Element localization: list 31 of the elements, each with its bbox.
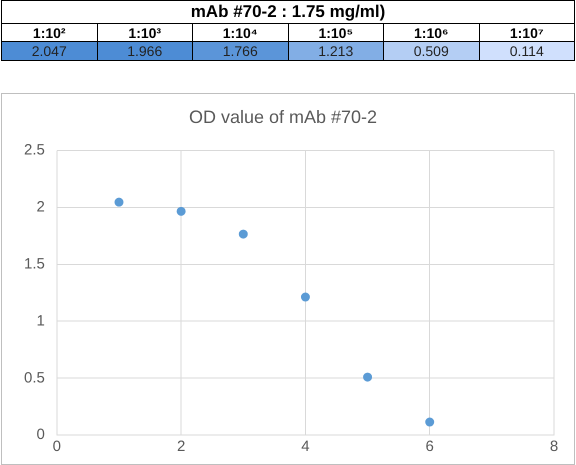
y-tick-label: 2: [36, 198, 45, 216]
point: [425, 418, 434, 427]
text: 1:10⁵: [288, 24, 384, 42]
text: 1:10⁶: [384, 24, 479, 42]
x-tick-label: 2: [176, 438, 186, 456]
x-tick-label: 6: [426, 438, 434, 456]
x-tick-label: 0: [52, 438, 62, 456]
text: 1:10⁴: [192, 24, 288, 42]
chart-title: OD value of mAb #70-2: [188, 106, 378, 127]
text: 1.766: [192, 42, 288, 60]
text: 0.114: [479, 42, 574, 60]
point: [238, 230, 248, 239]
text: 1:10⁷: [479, 24, 574, 42]
x-tick-label: 8: [550, 438, 558, 456]
y-tick-label: 0.5: [24, 369, 45, 386]
text: mAb #70-2 : 1.75 mg/ml): [2, 0, 574, 24]
text: 1.213: [288, 42, 384, 60]
text: 1.966: [97, 42, 192, 60]
text: 1:10³: [97, 24, 192, 42]
point: [363, 372, 372, 382]
y-tick-label: 1: [36, 312, 45, 330]
text: 2.047: [2, 42, 97, 60]
x-tick-label: 4: [301, 438, 310, 456]
y-tick-label: 2.5: [24, 142, 45, 159]
text: 1:10²: [2, 24, 97, 42]
y-tick-label: 0: [36, 426, 45, 444]
point: [176, 206, 186, 216]
point: [114, 198, 124, 207]
point: [300, 292, 310, 302]
text: 0.509: [384, 42, 479, 60]
y-tick-label: 1.5: [24, 256, 45, 272]
